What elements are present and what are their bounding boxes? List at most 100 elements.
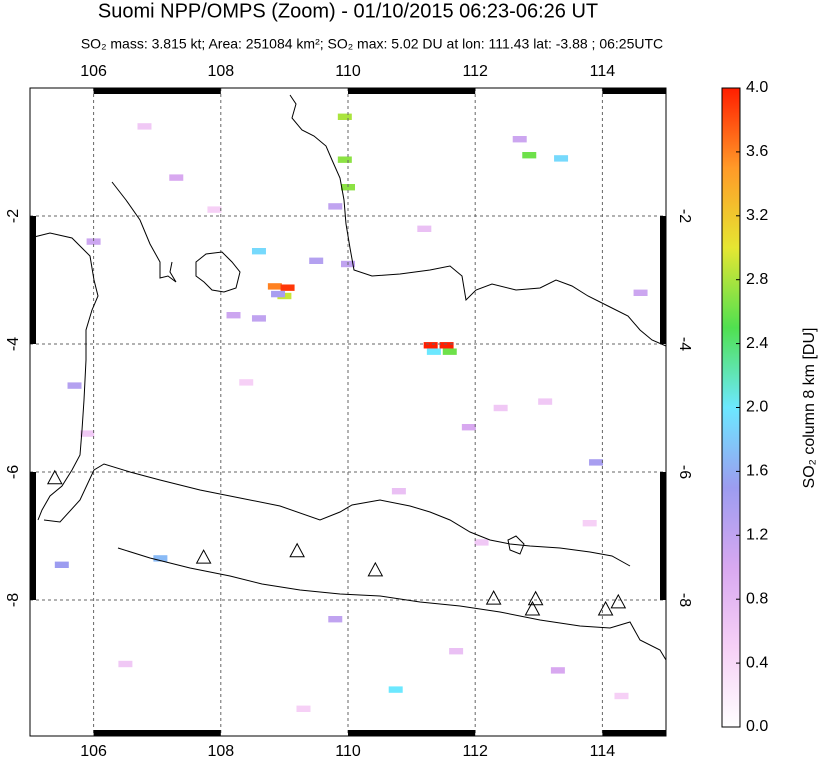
- volcano-marker: [597, 600, 614, 616]
- volcano-marker: [527, 590, 544, 606]
- y-tick-label: -2: [5, 209, 22, 223]
- x-tick-label: 112: [462, 743, 488, 759]
- so2-pixel: [522, 152, 537, 159]
- coastline: [289, 94, 667, 347]
- y-tick-label: -8: [676, 593, 693, 607]
- coastline: [117, 547, 667, 661]
- so2-pixel: [423, 342, 438, 349]
- so2-pixel: [614, 692, 629, 700]
- colorbar-label: SO₂ column 8 km [DU]: [801, 328, 818, 489]
- y-tick-label: -6: [676, 465, 693, 479]
- so2-pixel: [550, 667, 565, 674]
- so2-pixel: [391, 488, 406, 495]
- so2-pixel: [417, 225, 432, 232]
- volcano-marker: [524, 600, 541, 616]
- colorbar-tick-label: 0.0: [746, 718, 768, 735]
- x-tick-label: 112: [462, 63, 488, 80]
- so2-pixel: [439, 342, 454, 349]
- so2-pixel: [442, 348, 457, 355]
- frame-bar: [93, 730, 221, 736]
- so2-pixel: [251, 315, 266, 322]
- volcano-marker: [289, 542, 305, 558]
- so2-pixel: [80, 430, 95, 437]
- colorbar-tick-label: 0.4: [746, 654, 768, 671]
- so2-pixel: [226, 312, 241, 319]
- x-tick-label: 110: [335, 743, 361, 759]
- frame-bar: [660, 216, 666, 344]
- coastline: [195, 251, 241, 293]
- frame-bar: [602, 88, 666, 94]
- volcano-marker: [367, 561, 384, 577]
- x-tick-label: 106: [80, 63, 107, 80]
- so2-pixel: [137, 123, 152, 130]
- so2-pixel: [337, 113, 352, 120]
- frame-bar: [348, 88, 476, 94]
- so2-pixel: [538, 398, 553, 405]
- so2-pixel: [474, 539, 489, 546]
- volcano-marker: [195, 549, 212, 564]
- so2-pixel: [251, 248, 266, 255]
- x-tick-label: 114: [590, 743, 616, 759]
- so2-pixel: [296, 705, 311, 712]
- so2-pixel: [86, 238, 101, 245]
- y-tick-label: -8: [5, 593, 22, 607]
- coastline: [29, 232, 99, 521]
- y-tick-label: -4: [5, 337, 22, 351]
- colorbar-tick-label: 2.4: [746, 335, 768, 352]
- x-tick-label: 114: [590, 63, 616, 80]
- so2-pixel: [328, 203, 343, 210]
- colorbar-tick-label: 2.0: [746, 399, 768, 416]
- so2-pixel: [461, 424, 476, 431]
- so2-pixel: [118, 660, 133, 668]
- so2-pixel: [589, 459, 604, 466]
- title: Suomi NPP/OMPS (Zoom) - 01/10/2015 06:23…: [98, 0, 598, 22]
- map-frame: [29, 87, 667, 737]
- x-tick-label: 110: [335, 63, 361, 80]
- x-tick-label: 106: [80, 743, 107, 759]
- colorbar-tick-label: 1.6: [746, 463, 768, 480]
- frame-bar: [348, 730, 476, 736]
- so2-pixel: [153, 555, 168, 562]
- coastline: [507, 535, 525, 555]
- so2-pixel: [54, 561, 69, 568]
- so2-pixel: [280, 284, 295, 291]
- plot-area: [30, 88, 666, 736]
- colorbar-tick-label: 3.2: [746, 207, 768, 224]
- so2-pixel: [169, 174, 184, 181]
- so2-pixel: [207, 206, 222, 213]
- x-tick-label: 108: [207, 63, 234, 80]
- frame-bar: [602, 730, 666, 736]
- colorbar-tick-label: 1.2: [746, 527, 768, 544]
- so2-pixel: [449, 648, 464, 655]
- volcano-marker: [485, 590, 502, 605]
- x-tick-label: 108: [207, 743, 234, 759]
- coastline: [43, 463, 631, 567]
- so2-pixel: [633, 289, 648, 296]
- so2-pixel: [271, 290, 286, 298]
- so2-pixel: [388, 686, 403, 693]
- colorbar: 0.0 0.4 0.8 1.2 1.6 2.0 2.4 2.8 3.2 3.6 4.0: [721, 79, 768, 735]
- frame-bar: [30, 472, 36, 600]
- so2-pixel: [239, 379, 254, 386]
- so2-pixel: [328, 616, 343, 623]
- frame-bar: [30, 216, 36, 344]
- so2-pixel: [337, 156, 352, 163]
- so2-pixel: [582, 520, 597, 527]
- so2-pixel: [554, 155, 569, 162]
- colorbar-tick-label: 4.0: [746, 79, 768, 96]
- colorbar-tick-label: 0.8: [746, 590, 768, 607]
- so2-pixel: [67, 382, 82, 389]
- colorbar-tick-label: 3.6: [746, 143, 768, 160]
- y-tick-label: -2: [676, 209, 693, 223]
- so2-pixel: [426, 348, 441, 355]
- frame-bar: [93, 88, 221, 94]
- coastline: [111, 181, 177, 283]
- so2-pixel: [309, 257, 324, 264]
- so2-pixel: [267, 283, 282, 290]
- volcano-marker: [610, 593, 627, 609]
- so2-pixel: [512, 136, 527, 143]
- colorbar-tick-label: 2.8: [746, 271, 768, 288]
- subtitle: SO₂ mass: 3.815 kt; Area: 251084 km²; SO…: [81, 36, 663, 52]
- so2-pixel: [493, 404, 508, 412]
